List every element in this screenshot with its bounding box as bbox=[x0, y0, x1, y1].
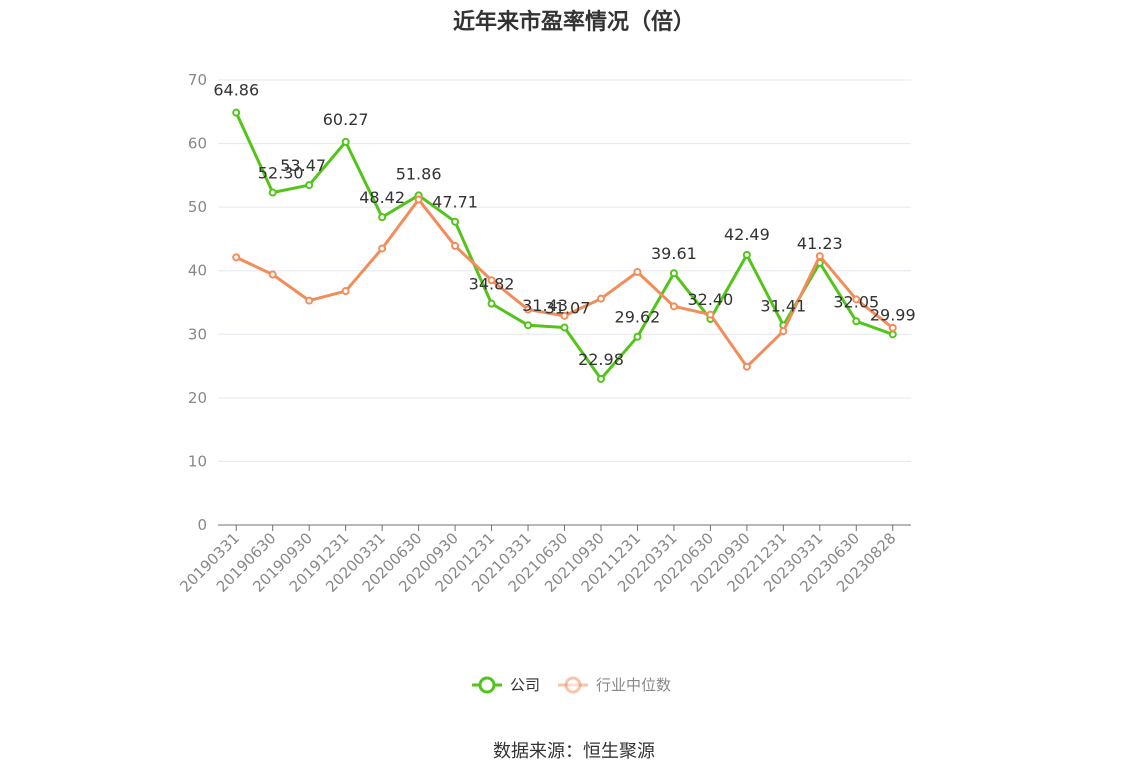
legend-circle-marker bbox=[478, 676, 496, 694]
data-point-company bbox=[596, 374, 605, 383]
chart-title: 近年来市盈率情况（倍） bbox=[452, 10, 695, 35]
data-point-industry-median bbox=[268, 270, 277, 279]
data-label: 47.71 bbox=[432, 193, 478, 212]
data-point-company bbox=[560, 323, 569, 332]
y-tick-label: 20 bbox=[188, 389, 207, 407]
axes: 0102030405060702019033120190630201909302… bbox=[176, 71, 911, 596]
legend-label: 行业中位数 bbox=[596, 676, 671, 694]
y-tick-label: 10 bbox=[188, 452, 207, 470]
legend-label: 公司 bbox=[510, 676, 540, 694]
data-point-company bbox=[669, 269, 678, 278]
data-point-company bbox=[305, 181, 314, 190]
data-point-industry-median bbox=[596, 294, 605, 303]
data-point-company bbox=[524, 321, 533, 330]
legend-circle-marker bbox=[564, 676, 582, 694]
data-label: 32.40 bbox=[687, 290, 733, 309]
data-label: 31.43 bbox=[522, 296, 568, 315]
data-label: 52.30 bbox=[258, 164, 304, 183]
data-point-company bbox=[633, 332, 642, 341]
data-point-company bbox=[852, 317, 861, 326]
data-label: 48.42 bbox=[359, 188, 405, 207]
data-point-company bbox=[232, 108, 241, 117]
data-point-industry-median bbox=[305, 296, 314, 305]
y-tick-label: 70 bbox=[188, 71, 207, 89]
data-point-industry-median bbox=[888, 323, 897, 332]
y-tick-label: 0 bbox=[197, 516, 207, 534]
data-label: 29.99 bbox=[870, 305, 916, 324]
data-point-industry-median bbox=[779, 327, 788, 336]
series-line-company bbox=[234, 111, 895, 381]
data-point-company bbox=[341, 137, 350, 146]
legend-item-company[interactable]: 公司 bbox=[472, 676, 540, 694]
data-point-company bbox=[268, 188, 277, 197]
y-tick-label: 40 bbox=[188, 262, 207, 280]
y-tick-label: 30 bbox=[188, 325, 207, 343]
data-label: 22.98 bbox=[578, 350, 624, 369]
series bbox=[232, 108, 897, 383]
data-label: 51.86 bbox=[396, 164, 442, 183]
legend: 公司 行业中位数 bbox=[472, 676, 671, 694]
data-point-company bbox=[378, 213, 387, 222]
data-point-company bbox=[888, 330, 897, 339]
data-label: 31.07 bbox=[545, 298, 591, 317]
data-label: 64.86 bbox=[213, 81, 259, 100]
data-point-company bbox=[451, 217, 460, 226]
data-point-industry-median bbox=[414, 195, 423, 204]
data-label: 32.05 bbox=[833, 292, 879, 311]
data-point-industry-median bbox=[560, 311, 569, 320]
data-label: 39.61 bbox=[651, 244, 697, 263]
data-point-industry-median bbox=[487, 276, 496, 285]
legend-item-industry-median[interactable]: 行业中位数 bbox=[558, 676, 671, 694]
data-point-industry-median bbox=[669, 302, 678, 311]
data-point-industry-median bbox=[524, 305, 533, 314]
y-tick-label: 50 bbox=[188, 198, 207, 216]
data-point-industry-median bbox=[633, 267, 642, 276]
data-label: 29.62 bbox=[615, 308, 661, 327]
data-point-industry-median bbox=[378, 244, 387, 253]
y-tick-label: 60 bbox=[188, 135, 207, 153]
data-point-company bbox=[487, 299, 496, 308]
data-point-industry-median bbox=[232, 253, 241, 262]
data-label: 41.23 bbox=[797, 234, 843, 253]
data-label: 34.82 bbox=[469, 275, 515, 294]
data-point-industry-median bbox=[706, 310, 715, 319]
data-label: 42.49 bbox=[724, 225, 770, 244]
data-point-industry-median bbox=[341, 287, 350, 296]
data-label: 31.41 bbox=[760, 296, 806, 315]
data-point-industry-median bbox=[852, 295, 861, 304]
data-label: 60.27 bbox=[323, 110, 369, 129]
data-label: 53.47 bbox=[280, 156, 326, 175]
data-source-note: 数据来源：恒生聚源 bbox=[493, 741, 655, 762]
data-point-industry-median bbox=[815, 252, 824, 261]
series-line-industry-median bbox=[234, 198, 895, 369]
data-point-industry-median bbox=[451, 241, 460, 250]
data-point-industry-median bbox=[742, 362, 751, 371]
grid-lines bbox=[218, 79, 911, 462]
data-point-company bbox=[742, 250, 751, 259]
